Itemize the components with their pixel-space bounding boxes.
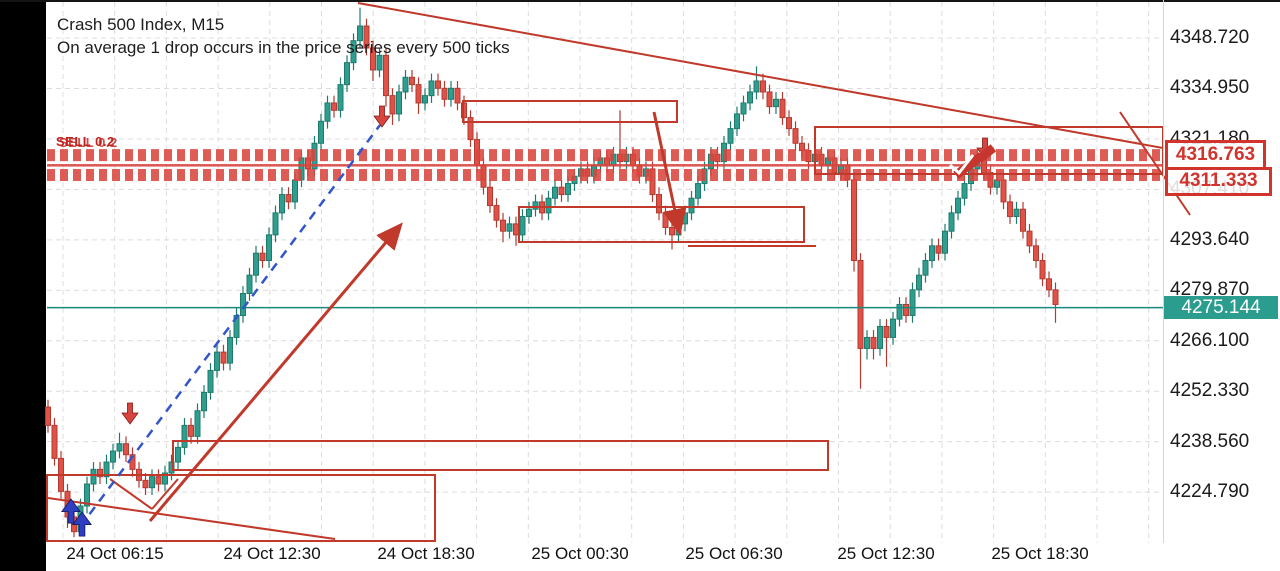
top-border-line — [0, 0, 1280, 2]
y-axis-label: 4224.790 — [1170, 481, 1250, 503]
x-axis-label: 25 Oct 12:30 — [837, 544, 935, 563]
x-axis-label: 25 Oct 06:30 — [685, 544, 783, 563]
info-subtitle: On average 1 drop occurs in the price se… — [57, 38, 510, 57]
impulse-arrow-up — [148, 222, 403, 522]
sell-arrow-icon — [121, 402, 139, 425]
y-axis-label: 4238.560 — [1170, 430, 1250, 452]
x-axis-label: 25 Oct 00:30 — [531, 544, 629, 563]
y-axis-label: 4293.640 — [1170, 228, 1250, 250]
blue-dashed-trendline — [78, 124, 382, 528]
sell-zone-top-price-box[interactable]: 4316.763 — [1165, 140, 1266, 170]
zone-box-bottom-left — [46, 474, 436, 542]
y-axis-label: 4348.720 — [1170, 27, 1250, 49]
sell-zone-bottom-price-box[interactable]: 4311.333 — [1165, 167, 1272, 196]
filled-order-icon — [977, 144, 997, 162]
trendline-fork — [1119, 111, 1191, 216]
y-axis-label: 4252.330 — [1170, 380, 1250, 402]
y-axis-label: 4266.100 — [1170, 329, 1250, 351]
buy-arrow-icon — [72, 511, 92, 537]
check-icon — [949, 154, 975, 176]
upper-descending-trendline — [357, 2, 1164, 149]
zone-box-top — [462, 100, 678, 123]
check-line-b — [151, 478, 179, 510]
zone-box-mid — [518, 206, 805, 243]
current-price-badge: 4275.144 — [1164, 296, 1278, 319]
price-axis-divider — [1163, 0, 1164, 543]
symbol-title: Crash 500 Index, M15 — [57, 15, 225, 34]
check-line-a — [109, 478, 153, 510]
y-axis-label: 4334.950 — [1170, 77, 1250, 99]
lower-wedge-line — [47, 497, 336, 540]
x-axis-label: 25 Oct 18:30 — [991, 544, 1089, 563]
zone-box-bottom-long — [172, 440, 829, 471]
sell-order-label: SELL 0.2 — [56, 134, 115, 149]
left-black-strip — [0, 0, 46, 571]
x-axis-label: 24 Oct 12:30 — [223, 544, 321, 563]
x-axis-label: 24 Oct 06:15 — [66, 544, 164, 563]
sell-arrow-icon — [373, 105, 391, 128]
drop-arrow-down — [652, 111, 687, 236]
y-axis-label: 4279.870 — [1170, 279, 1250, 301]
buy-arrow-icon — [61, 498, 81, 524]
x-axis-label: 24 Oct 18:30 — [377, 544, 475, 563]
